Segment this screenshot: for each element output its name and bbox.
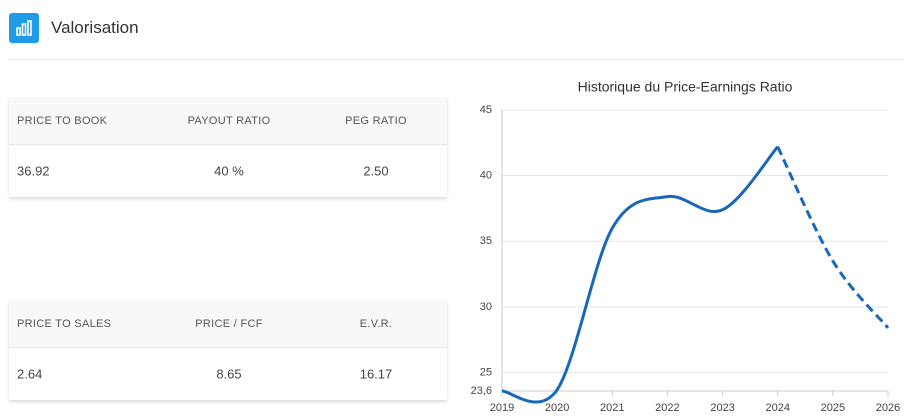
line-series [501,145,779,404]
table-card: PRICE TO BOOK PAYOUT RATIO PEG RATIO 36.… [9,97,447,197]
x-tick-label: 2020 [545,402,569,414]
chart: Historique du Price-Earnings Ratio 23,6 2… [471,79,901,414]
cell: 2.50 [363,163,389,179]
table-header: PRICE TO SALES PRICE / FCF E.V.R. [9,300,447,348]
cell: 8.65 [216,366,242,382]
cell: 36.92 [17,163,50,179]
header-title: Valorisation [51,18,139,37]
column-header: PRICE / FCF [195,317,263,330]
x-tick-label: 2026 [876,402,900,414]
column-header: PEG RATIO [345,114,407,127]
x-tick-label: 2025 [821,402,845,414]
y-tick-label: 23,6 [471,385,492,397]
x-tick-label: 2021 [600,402,624,414]
x-tick-label: 2019 [490,402,514,414]
column-header: E.V.R. [359,317,393,330]
table-card: PRICE TO SALES PRICE / FCF E.V.R. 2.64 8… [9,300,447,400]
x-tick-label: 2024 [765,402,789,414]
y-tick-label: 40 [480,170,492,182]
x-tick-label: 2022 [655,402,679,414]
x-tick-label: 2023 [710,402,734,414]
line-series [776,146,890,329]
header-icon [9,13,39,43]
column-header: PAYOUT RATIO [187,114,271,127]
column-header: PRICE TO BOOK [17,114,108,127]
y-tick-label: 25 [480,367,492,379]
cell: 16.17 [359,366,393,382]
y-tick-label: 35 [480,235,492,247]
y-tick-label: 30 [480,301,492,313]
cell: 2.64 [17,366,43,382]
cell: 40 % [214,163,244,179]
y-tick-label: 45 [480,104,492,116]
column-header: PRICE TO SALES [17,317,112,330]
chart-title: Historique du Price-Earnings Ratio [578,79,793,95]
table-header: PRICE TO BOOK PAYOUT RATIO PEG RATIO [9,97,447,145]
table-row: 2.64 8.65 16.17 [9,348,447,400]
table-row: 36.92 40 % 2.50 [9,145,447,197]
icon [16,20,32,36]
divider [9,59,905,60]
